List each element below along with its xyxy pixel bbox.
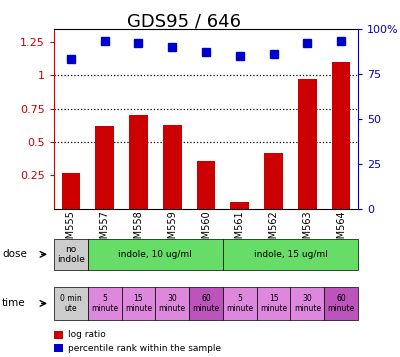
Text: 5
minute: 5 minute [91,294,118,313]
Bar [129,115,148,209]
Bar [230,202,249,209]
Text: log ratio: log ratio [68,330,105,340]
Bar [88,239,223,270]
Bar [122,287,155,320]
Text: time: time [2,298,26,308]
Text: indole, 15 ug/ml: indole, 15 ug/ml [254,250,327,259]
Text: 15
minute: 15 minute [125,294,152,313]
Bar [223,287,257,320]
Bar [163,125,182,209]
Text: 5
minute: 5 minute [226,294,253,313]
Bar [54,239,88,270]
Bar [332,62,350,209]
Bar [54,287,88,320]
Text: 60
minute: 60 minute [328,294,355,313]
Text: 0 min
ute: 0 min ute [60,294,82,313]
Text: dose: dose [2,249,27,260]
Bar [264,153,283,209]
Text: indole, 10 ug/ml: indole, 10 ug/ml [118,250,192,259]
Bar [324,287,358,320]
Bar [155,287,189,320]
Bar [54,344,63,352]
Text: no
indole: no indole [57,245,85,264]
Text: 15
minute: 15 minute [260,294,287,313]
Bar [257,287,290,320]
Text: 30
minute: 30 minute [294,294,321,313]
Bar [95,126,114,209]
Bar [290,287,324,320]
Bar [189,287,223,320]
Bar [223,239,358,270]
Text: 30
minute: 30 minute [159,294,186,313]
Bar [197,161,215,209]
Bar [298,79,317,209]
Bar [54,331,63,339]
Text: GDS95 / 646: GDS95 / 646 [127,12,241,30]
Text: percentile rank within the sample: percentile rank within the sample [68,343,221,353]
Text: 60
minute: 60 minute [192,294,220,313]
Bar [62,173,80,209]
Bar [88,287,122,320]
